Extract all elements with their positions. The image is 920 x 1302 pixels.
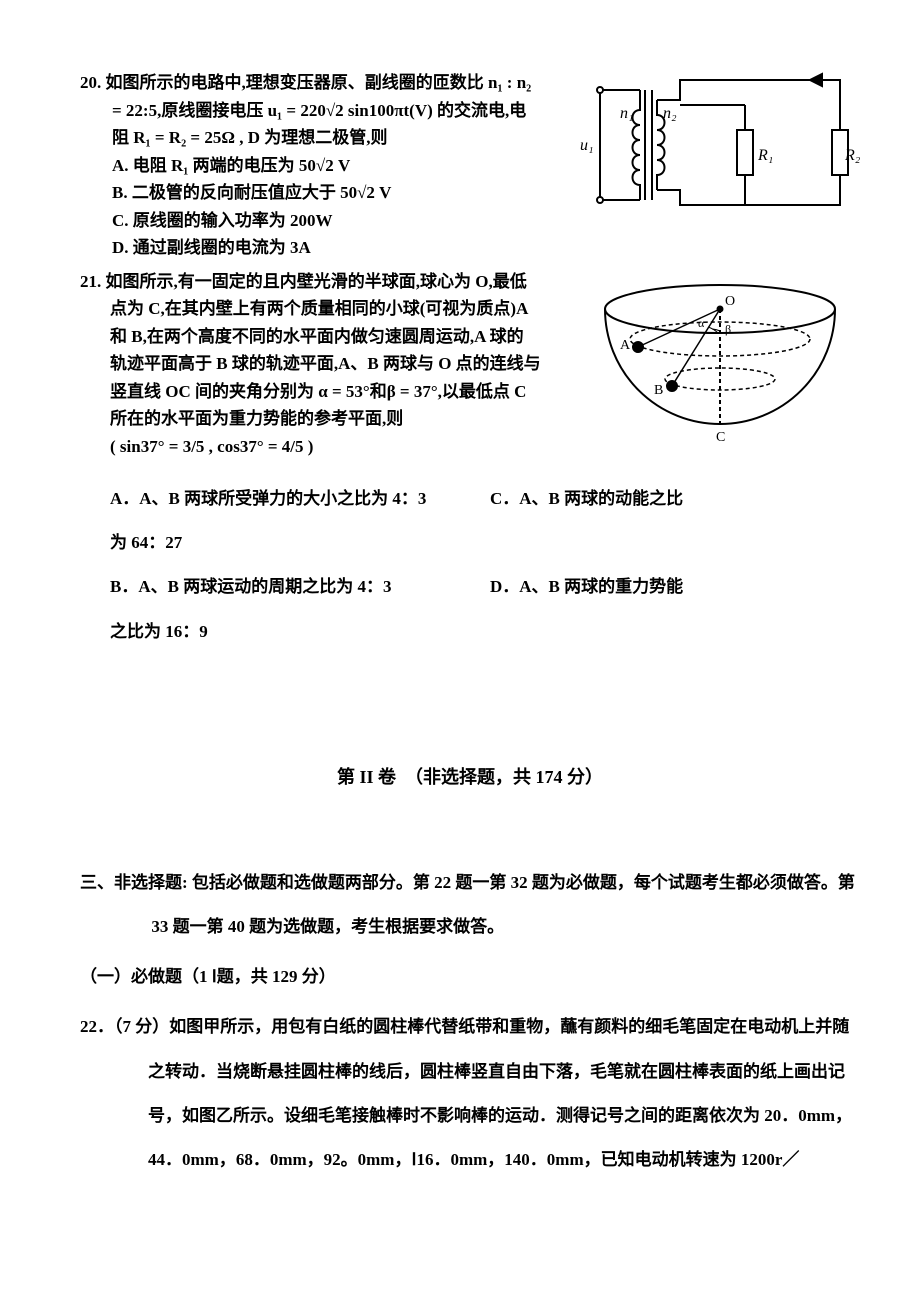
q21-opt-d-cont: 之比为 16：9 (110, 610, 490, 654)
question-20: 20. 如图所示的电路中,理想变压器原、副线圈的匝数比 n₁ : n₂ = 22… (80, 70, 860, 261)
q20-line: 阻 R₁ = R₂ = 25Ω , D 为理想二极管,则 (80, 125, 550, 151)
q21-line: 点为 C,在其内壁上有两个质量相同的小球(可视为质点)A (80, 296, 560, 322)
q21-line: 所在的水平面为重力势能的参考平面,则 (80, 406, 560, 432)
label-n2: n₂ (663, 105, 677, 122)
q21-stem: 21. 如图所示,有一固定的且内壁光滑的半球面,球心为 O,最低 点为 C,在其… (80, 269, 560, 460)
q20-line: 20. 如图所示的电路中,理想变压器原、副线圈的匝数比 n₁ : n₂ (80, 70, 550, 96)
q20-opt-b: B. 二极管的反向耐压值应大于 50√2 V (80, 180, 550, 206)
q21-opt-c-cont: 为 64：27 (110, 521, 490, 565)
label-beta: β (725, 322, 731, 336)
q21-line: 竖直线 OC 间的夹角分别为 α = 53°和β = 37°,以最低点 C (80, 379, 560, 405)
q21-opt-d: D．A、B 两球的重力势能 (490, 565, 860, 609)
section-2-title: 第 II 卷 （非选择题，共 174 分） (80, 764, 860, 791)
q20-opt-d: D. 通过副线圈的电流为 3A (80, 235, 550, 261)
label-O: O (725, 294, 735, 309)
q20-opt-a: A. 电阻 R₁ 两端的电压为 50√2 V (80, 153, 550, 179)
q21-line: 21. 如图所示,有一固定的且内壁光滑的半球面,球心为 O,最低 (80, 269, 560, 295)
q20-opt-c: C. 原线圈的输入功率为 200W (80, 208, 550, 234)
q21-line: 轨迹平面高于 B 球的轨迹平面,A、B 两球与 O 点的连线与 (80, 351, 560, 377)
q22-text: 22．（7 分）如图甲所示，用包有白纸的圆柱棒代替纸带和重物，蘸有颜料的细毛笔固… (80, 1005, 860, 1182)
part-3: 三、非选择题: 包括必做题和选做题两部分。第 22 题一第 32 题为必做题，每… (80, 861, 860, 1000)
q21-line: 和 B,在两个高度不同的水平面内做匀速圆周运动,A 球的 (80, 324, 560, 350)
q20-line: = 22:5,原线圈接电压 u₁ = 220√2 sin100πt(V) 的交流… (80, 98, 550, 124)
label-C: C (716, 430, 725, 445)
label-B: B (654, 383, 663, 398)
q21-opt-c: C．A、B 两球的动能之比 (490, 477, 860, 521)
part3-sub: （一）必做题（1 Ⅰ题，共 129 分） (80, 955, 860, 999)
q20-stem: 20. 如图所示的电路中,理想变压器原、副线圈的匝数比 n₁ : n₂ = 22… (80, 70, 550, 261)
question-22: 22．（7 分）如图甲所示，用包有白纸的圆柱棒代替纸带和重物，蘸有颜料的细毛笔固… (80, 1005, 860, 1182)
question-21: 21. 如图所示,有一固定的且内壁光滑的半球面,球心为 O,最低 点为 C,在其… (80, 269, 860, 654)
part3-title: 三、非选择题: 包括必做题和选做题两部分。第 22 题一第 32 题为必做题，每… (80, 861, 860, 949)
q20-circuit-diagram: n₁ n₂ u₁ R₁ R₂ (570, 70, 860, 220)
q21-opt-a: A．A、B 两球所受弹力的大小之比为 4：3 (110, 477, 490, 521)
label-r2: R₂ (844, 147, 860, 164)
q21-opt-b: B．A、B 两球运动的周期之比为 4：3 (110, 565, 490, 609)
label-r1: R₁ (757, 147, 773, 164)
q21-options: A．A、B 两球所受弹力的大小之比为 4：3 C．A、B 两球的动能之比 为 6… (80, 477, 860, 654)
label-A: A (620, 338, 631, 353)
q21-line: ( sin37° = 3/5 , cos37° = 4/5 ) (80, 434, 560, 460)
label-u1: u₁ (580, 137, 594, 154)
q21-hemisphere-diagram: O A B C α β (590, 269, 850, 449)
label-alpha: α (698, 316, 705, 330)
label-n1: n₁ (620, 105, 634, 122)
